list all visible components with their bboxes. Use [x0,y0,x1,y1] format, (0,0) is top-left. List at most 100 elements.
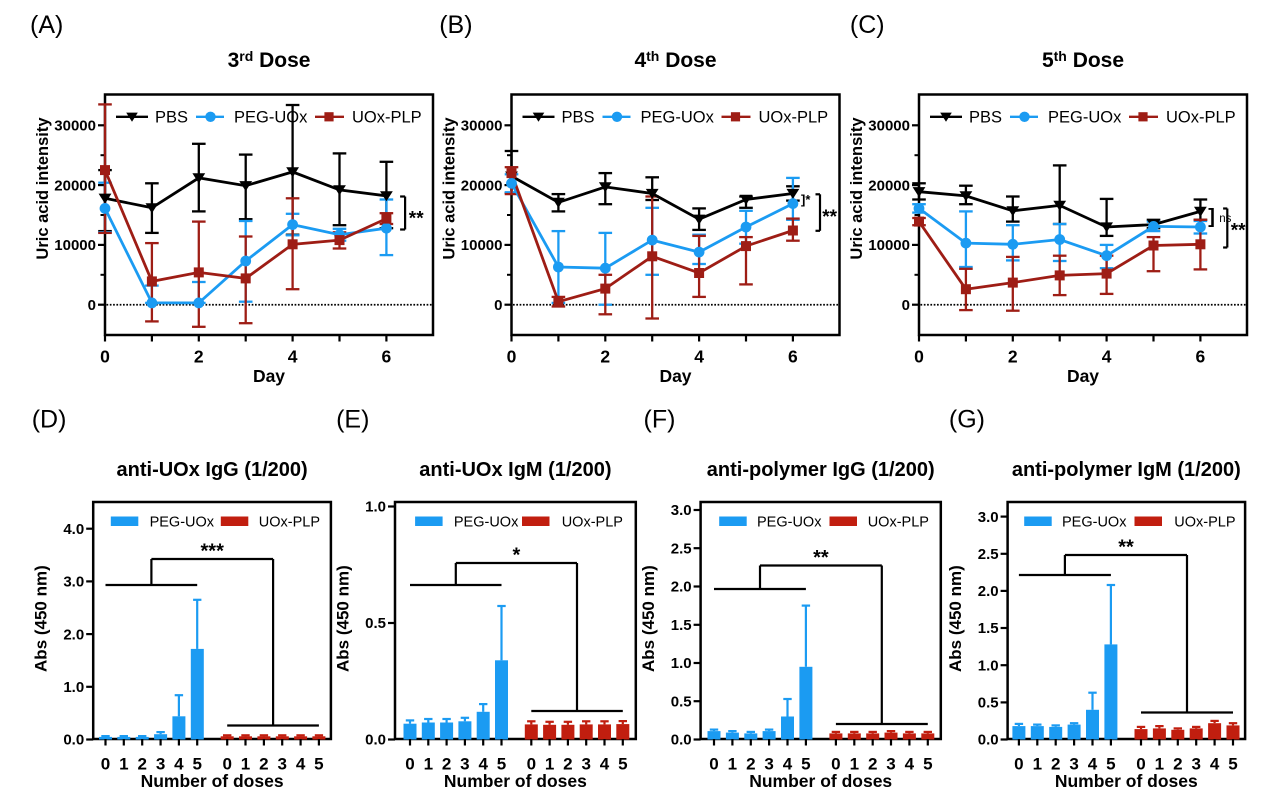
svg-text:0: 0 [494,297,502,314]
svg-text:3: 3 [156,755,165,774]
svg-text:(D): (D) [32,405,67,433]
svg-text:PEG-UOx: PEG-UOx [150,515,215,531]
svg-text:20000: 20000 [868,177,910,194]
svg-text:UOx-PLP: UOx-PLP [562,515,623,531]
svg-text:30000: 30000 [868,118,910,135]
svg-text:4: 4 [783,755,793,774]
svg-text:5: 5 [497,755,506,774]
svg-text:UOx-PLP: UOx-PLP [352,109,422,127]
svg-text:30000: 30000 [461,118,503,135]
svg-text:20000: 20000 [54,177,96,194]
svg-text:PBS: PBS [155,109,188,127]
svg-text:UOx-PLP: UOx-PLP [868,515,929,531]
svg-text:Abs (450 nm): Abs (450 nm) [946,565,965,672]
svg-text:0.0: 0.0 [671,732,692,749]
svg-text:5: 5 [923,755,932,774]
svg-text:PEG-UOx: PEG-UOx [757,515,822,531]
svg-text:0.0: 0.0 [365,732,386,749]
svg-text:1: 1 [119,755,128,774]
svg-text:*: * [513,545,521,567]
svg-text:4: 4 [1210,755,1220,774]
svg-text:Number of doses: Number of doses [444,771,587,791]
svg-text:3: 3 [1191,755,1200,774]
svg-text:4.0: 4.0 [63,521,84,538]
svg-text:1.5: 1.5 [671,617,692,634]
svg-text:6: 6 [788,347,798,367]
svg-text:PEG-UOx: PEG-UOx [1048,109,1122,127]
svg-text:4: 4 [1088,755,1098,774]
svg-text:2.5: 2.5 [978,546,999,563]
svg-text:3.0: 3.0 [63,574,84,591]
svg-text:0.5: 0.5 [978,695,999,712]
svg-text:Day: Day [1067,366,1099,386]
svg-text:5: 5 [314,755,323,774]
svg-text:1.0: 1.0 [671,655,692,672]
svg-text:1.5: 1.5 [978,620,999,637]
svg-text:4: 4 [174,755,184,774]
svg-text:0: 0 [709,755,718,774]
svg-text:PBS: PBS [969,109,1002,127]
svg-text:**: ** [822,207,837,228]
svg-text:5: 5 [1106,755,1115,774]
svg-text:10000: 10000 [461,237,503,254]
svg-text:PBS: PBS [562,109,595,127]
svg-text:UOx-PLP: UOx-PLP [1166,109,1236,127]
svg-text:0: 0 [1136,755,1145,774]
svg-text:4: 4 [288,347,298,367]
svg-text:0.0: 0.0 [63,732,84,749]
svg-text:3: 3 [886,755,895,774]
svg-text:PEG-UOx: PEG-UOx [234,109,308,127]
svg-text:Day: Day [659,366,691,386]
svg-text:2.0: 2.0 [978,583,999,600]
svg-text:1: 1 [1033,755,1042,774]
svg-text:UOx-PLP: UOx-PLP [259,515,320,531]
svg-text:(F): (F) [644,405,676,433]
svg-text:0: 0 [902,297,910,314]
svg-text:10000: 10000 [54,237,96,254]
svg-text:Number of doses: Number of doses [1055,771,1198,791]
svg-text:3: 3 [581,755,590,774]
svg-text:4: 4 [600,755,610,774]
svg-text:0.5: 0.5 [671,694,692,711]
svg-text:4: 4 [905,755,915,774]
svg-text:2: 2 [600,347,610,367]
svg-text:UOx-PLP: UOx-PLP [759,109,829,127]
svg-text:***: *** [201,541,225,563]
svg-text:(C): (C) [850,11,885,39]
svg-text:6: 6 [1196,347,1206,367]
svg-text:1: 1 [241,755,250,774]
svg-text:PEG-UOx: PEG-UOx [1062,515,1127,531]
svg-text:1: 1 [545,755,554,774]
svg-text:Uric acid intensity: Uric acid intensity [34,117,52,260]
svg-text:2: 2 [1008,347,1018,367]
svg-text:3: 3 [277,755,286,774]
svg-text:2: 2 [563,755,572,774]
svg-text:2: 2 [442,755,451,774]
svg-text:2: 2 [1173,755,1182,774]
svg-text:3: 3 [1069,755,1078,774]
svg-text:1: 1 [728,755,737,774]
svg-text:4: 4 [478,755,488,774]
svg-text:Abs (450 nm): Abs (450 nm) [639,565,658,672]
svg-text:UOx-PLP: UOx-PLP [1174,515,1235,531]
svg-text:2: 2 [1051,755,1060,774]
svg-text:**: ** [1118,537,1134,559]
svg-text:4: 4 [694,347,704,367]
svg-text:2: 2 [746,755,755,774]
svg-text:anti-UOx IgG (1/200): anti-UOx IgG (1/200) [117,459,308,481]
svg-text:anti-polymer IgM (1/200): anti-polymer IgM (1/200) [1012,459,1241,481]
svg-text:1: 1 [424,755,433,774]
svg-text:0: 0 [405,755,414,774]
svg-text:(B): (B) [439,11,472,39]
svg-text:PEG-UOx: PEG-UOx [641,109,715,127]
svg-text:0: 0 [831,755,840,774]
svg-text:PEG-UOx: PEG-UOx [454,515,519,531]
svg-text:2.0: 2.0 [63,626,84,643]
svg-text:3.0: 3.0 [671,502,692,519]
svg-text:1.0: 1.0 [978,657,999,674]
svg-text:]*: ]* [801,192,811,207]
svg-text:(A): (A) [30,11,63,39]
svg-text:5: 5 [801,755,810,774]
svg-text:0.5: 0.5 [365,615,386,632]
svg-text:Abs (450 nm): Abs (450 nm) [32,565,51,672]
